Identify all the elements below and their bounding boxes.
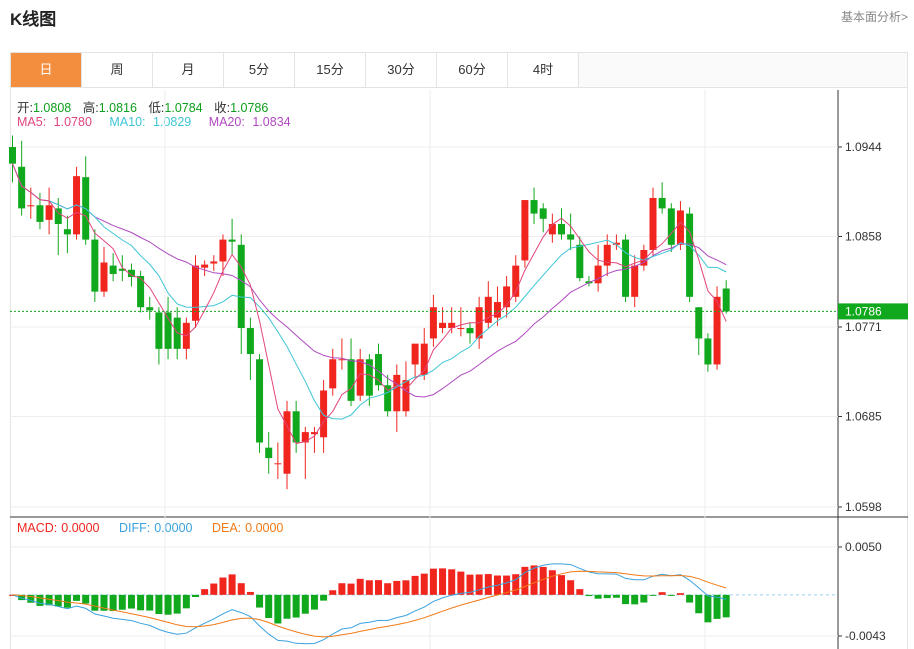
diff-label: DIFF: — [119, 521, 151, 535]
dea-legend: DEA: 0.0000 — [212, 521, 287, 535]
ma5-value: 1.0780 — [53, 115, 92, 129]
ma5-legend: MA5: 1.0780 — [17, 115, 96, 129]
diff-value: 0.0000 — [154, 521, 193, 535]
period-tabs: 日 周 月 5分 15分 30分 60分 4时 — [10, 52, 908, 88]
high-label: 高: — [82, 101, 99, 115]
close-label: 收: — [214, 101, 231, 115]
open-label: 开: — [17, 101, 33, 115]
ma10-label: MA10: — [109, 115, 146, 129]
tab-30min[interactable]: 30分 — [366, 53, 437, 87]
ma20-label: MA20: — [208, 115, 245, 129]
dea-label: DEA: — [211, 521, 242, 535]
close-value: 1.0786 — [230, 101, 269, 115]
open-value: 1.0808 — [32, 101, 72, 115]
diff-legend: DIFF: 0.0000 — [119, 521, 196, 535]
high-value: 1.0816 — [98, 101, 137, 115]
low-value: 1.0784 — [164, 101, 203, 115]
tab-4hour[interactable]: 4时 — [508, 53, 579, 87]
fundamental-analysis-link[interactable]: 基本面分析> — [840, 10, 908, 24]
macd-value: 0.0000 — [61, 521, 100, 535]
macd-legend: MACD: 0.0000 — [17, 521, 104, 535]
tab-week[interactable]: 周 — [82, 53, 153, 87]
page-title: K线图 — [10, 10, 57, 29]
tab-60min[interactable]: 60分 — [437, 53, 508, 87]
tab-15min[interactable]: 15分 — [295, 53, 366, 87]
tab-5min[interactable]: 5分 — [224, 53, 295, 87]
low-label: 低: — [148, 101, 165, 115]
dea-value: 0.0000 — [245, 521, 284, 535]
ohlc-readout: 开:1.0808 高:1.0816 低:1.0784 收:1.0786 — [17, 97, 272, 116]
chart-panel — [10, 88, 908, 649]
macd-label: MACD: — [17, 521, 58, 535]
tab-month[interactable]: 月 — [153, 53, 224, 87]
ma-readout: MA5: 1.0780 MA10: 1.0829 MA20: 1.0834 — [17, 115, 299, 129]
tab-day[interactable]: 日 — [11, 53, 82, 87]
ma5-label: MA5: — [17, 115, 47, 129]
ma10-legend: MA10: 1.0829 — [109, 115, 195, 129]
ma10-value: 1.0829 — [153, 115, 192, 129]
macd-readout: MACD: 0.0000 DIFF: 0.0000 DEA: 0.0000 — [17, 521, 291, 535]
ma20-legend: MA20: 1.0834 — [209, 115, 295, 129]
ma20-value: 1.0834 — [252, 115, 291, 129]
